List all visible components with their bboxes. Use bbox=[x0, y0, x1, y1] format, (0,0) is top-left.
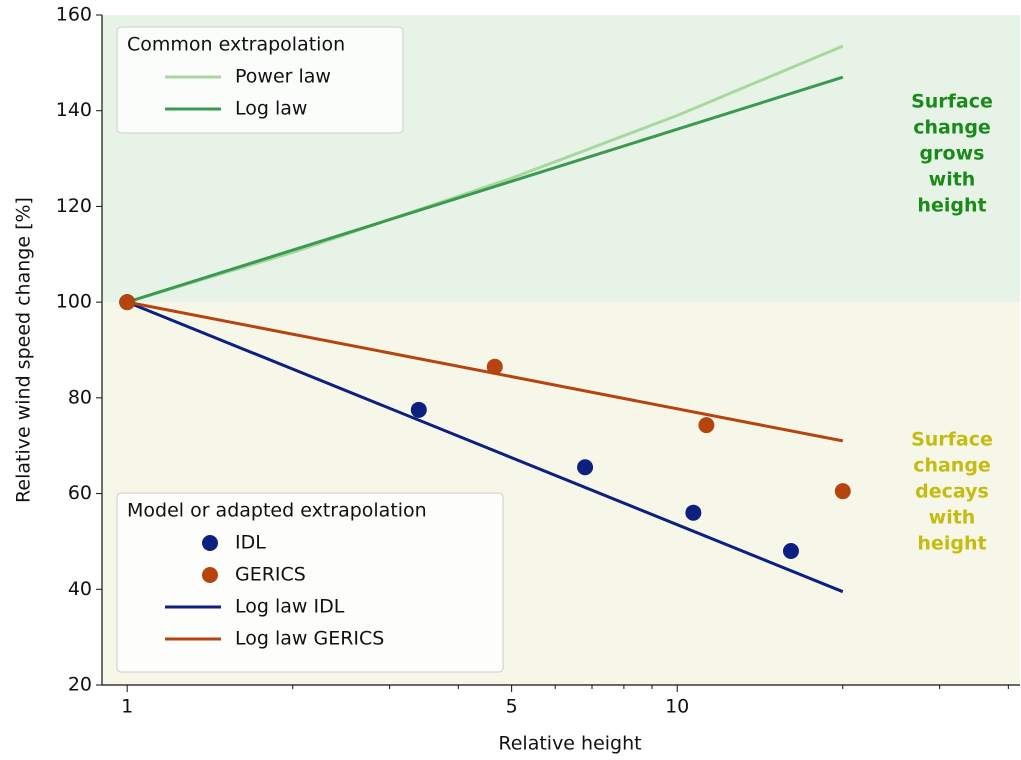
point bbox=[577, 459, 594, 476]
x-tick-label: 1 bbox=[121, 696, 133, 718]
annotation: decays bbox=[915, 481, 989, 503]
y-tick-label: 140 bbox=[56, 99, 92, 121]
annotation: with bbox=[929, 169, 976, 191]
line bbox=[126, 75, 844, 304]
y-tick-label: 20 bbox=[68, 674, 92, 696]
legend-label: GERICS bbox=[235, 564, 306, 586]
y-tick-label: 160 bbox=[56, 4, 92, 26]
point bbox=[410, 401, 427, 418]
annotation: change bbox=[913, 117, 991, 139]
legend: Common extrapolation Power law Log law bbox=[116, 26, 404, 134]
legend-label: Log law GERICS bbox=[235, 628, 384, 650]
legend-label: IDL bbox=[235, 532, 266, 554]
annotation: change bbox=[913, 455, 991, 477]
legend-label: Log law bbox=[235, 98, 307, 120]
legend-swatch bbox=[202, 535, 218, 551]
point bbox=[698, 417, 715, 434]
y-tick-label: 120 bbox=[56, 195, 92, 217]
annotation: Surface bbox=[911, 429, 993, 451]
line bbox=[126, 300, 844, 443]
point bbox=[486, 358, 503, 375]
legend-swatch bbox=[202, 567, 218, 583]
y-tick-label: 100 bbox=[56, 291, 92, 313]
annotation: Surface bbox=[911, 91, 993, 113]
annotation: height bbox=[917, 195, 986, 217]
legend: Model or adapted extrapolation IDL GERICS L… bbox=[116, 492, 504, 673]
legend-label: Log law IDL bbox=[235, 596, 345, 618]
point bbox=[119, 294, 136, 311]
point bbox=[834, 483, 851, 500]
line bbox=[126, 300, 844, 594]
legend-label: Power law bbox=[235, 66, 331, 88]
legend-box bbox=[116, 26, 404, 134]
x-tick-label: 5 bbox=[506, 696, 518, 718]
legend-title: Model or adapted extrapolation bbox=[127, 500, 427, 522]
legend-title: Common extrapolation bbox=[127, 34, 345, 56]
y-tick-label: 60 bbox=[68, 482, 92, 504]
y-tick-label: 40 bbox=[68, 578, 92, 600]
point bbox=[685, 504, 702, 521]
y-tick-label: 80 bbox=[68, 386, 92, 408]
annotation: with bbox=[929, 507, 976, 529]
y-axis-label: Relative wind speed change [%] bbox=[13, 197, 35, 503]
x-tick-label: 10 bbox=[665, 696, 689, 718]
point bbox=[782, 543, 799, 559]
annotation: height bbox=[917, 533, 986, 555]
annotation: grows bbox=[920, 143, 985, 165]
x-axis-label: Relative height bbox=[498, 733, 641, 755]
